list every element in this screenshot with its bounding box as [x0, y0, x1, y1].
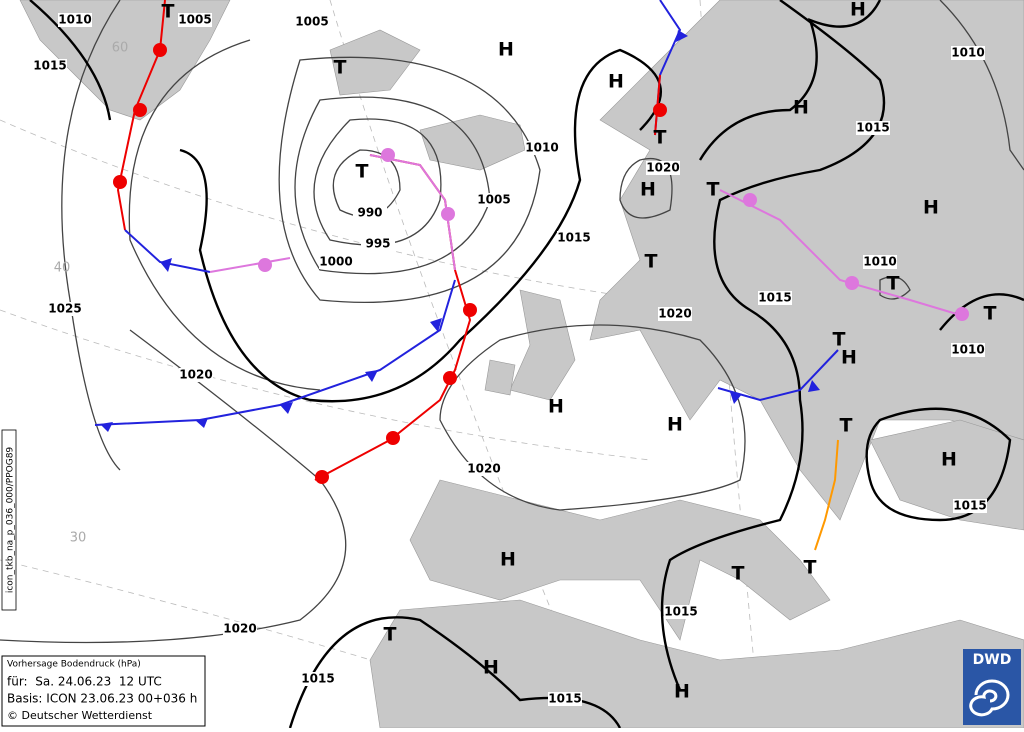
label-bg [48, 302, 82, 316]
isobar-label: 1015 [664, 605, 697, 619]
label-bg [58, 13, 92, 27]
product-id: icon_tkb_na_p_036_000/PPOG89 [6, 447, 16, 594]
label-bg [557, 231, 591, 245]
isobar-label: 990 [357, 206, 382, 220]
pressure-center: H [608, 71, 624, 93]
label-bg [951, 46, 985, 60]
legend-credit: © Deutscher Wetterdienst [7, 709, 153, 722]
isobar-label: 1010 [58, 13, 91, 27]
pressure-center: T [654, 127, 667, 149]
isobar-label: 1015 [33, 59, 66, 73]
front-symbols [100, 30, 969, 484]
isobar-label: 1015 [557, 231, 590, 245]
pressure-center: T [356, 161, 369, 183]
label-bg [179, 368, 213, 382]
isobar-label: 995 [365, 237, 390, 251]
label-bg [319, 255, 353, 269]
map-labels: 1010 1005 1005 1015 1010 1005 990 995 1000 1015 10… [33, 0, 997, 706]
pressure-center: H [923, 197, 939, 219]
isobar-label: 1015 [953, 499, 986, 513]
pressure-center: H [793, 97, 809, 119]
pressure-center: T [984, 303, 997, 325]
label-bg [223, 622, 257, 636]
pressure-center: T [334, 57, 347, 79]
pressure-center: H [674, 681, 690, 703]
isobar-label: 1005 [178, 13, 211, 27]
pressure-center: H [500, 549, 516, 571]
logo-text: DWD [973, 652, 1012, 668]
label-bg [758, 291, 792, 305]
legend-box: Vorhersage Bodendruck (hPa) für: Sa. 24.… [1, 655, 206, 727]
label-bg [353, 206, 387, 220]
isobar-label: 1025 [48, 302, 81, 316]
label-bg [361, 237, 395, 251]
isobar-label: 1020 [223, 622, 256, 636]
isobar-label: 1015 [856, 121, 889, 135]
isobar-label: 1015 [301, 672, 334, 686]
isobar-label: 1020 [467, 462, 500, 476]
label-bg [301, 672, 335, 686]
latitude-label: 40 [54, 261, 71, 276]
isobar-label: 1020 [658, 307, 691, 321]
label-bg [467, 462, 501, 476]
pressure-center: T [162, 1, 175, 23]
pressure-center: H [640, 179, 656, 201]
pressure-center: H [548, 396, 564, 418]
legend-title: Vorhersage Bodendruck (hPa) [7, 660, 141, 670]
label-bg [863, 255, 897, 269]
side-label: icon_tkb_na_p_036_000/PPOG89 [1, 429, 17, 611]
label-bg [646, 161, 680, 175]
label-bg [548, 692, 582, 706]
label-bg [658, 307, 692, 321]
isobar-label: 1020 [646, 161, 679, 175]
isobar-label: 1005 [295, 15, 328, 29]
pressure-center: T [645, 251, 658, 273]
latitude-label: 60 [112, 41, 129, 56]
label-bg [477, 193, 511, 207]
pressure-center: T [707, 179, 720, 201]
pressure-center: T [833, 329, 846, 351]
label-bg [951, 343, 985, 357]
label-bg [178, 13, 212, 27]
label-bg [953, 499, 987, 513]
isobar-label: 1015 [758, 291, 791, 305]
pressure-center: T [384, 624, 397, 646]
isobar-label: 1010 [863, 255, 896, 269]
isobars-main [29, 0, 1024, 729]
latitude-label: 30 [70, 531, 87, 546]
label-bg [295, 15, 329, 29]
label-bg [33, 59, 67, 73]
pressure-center: T [732, 563, 745, 585]
pressure-center: H [498, 39, 514, 61]
pressure-center: H [841, 347, 857, 369]
land [19, 0, 1024, 729]
label-bg [525, 141, 559, 155]
label-bg [856, 121, 890, 135]
isobar-label: 1010 [951, 46, 984, 60]
dwd-logo: DWD [963, 649, 1021, 725]
legend-basis: Basis: ICON 23.06.23 00+036 h [7, 692, 197, 706]
isobar-label: 1020 [179, 368, 212, 382]
pressure-center: T [887, 273, 900, 295]
pressure-center: H [483, 657, 499, 679]
label-bg [664, 605, 698, 619]
pressure-center: H [941, 449, 957, 471]
pressure-center: H [850, 0, 866, 21]
isobar-label: 1005 [477, 193, 510, 207]
pressure-center: T [804, 557, 817, 579]
legend-valid: für: Sa. 24.06.23 12 UTC [7, 675, 162, 689]
pressure-center: H [667, 414, 683, 436]
isobar-label: 1010 [951, 343, 984, 357]
isobar-label: 1015 [548, 692, 581, 706]
isobar-label: 1010 [525, 141, 558, 155]
isobar-label: 1000 [319, 255, 352, 269]
pressure-center: T [840, 415, 853, 437]
